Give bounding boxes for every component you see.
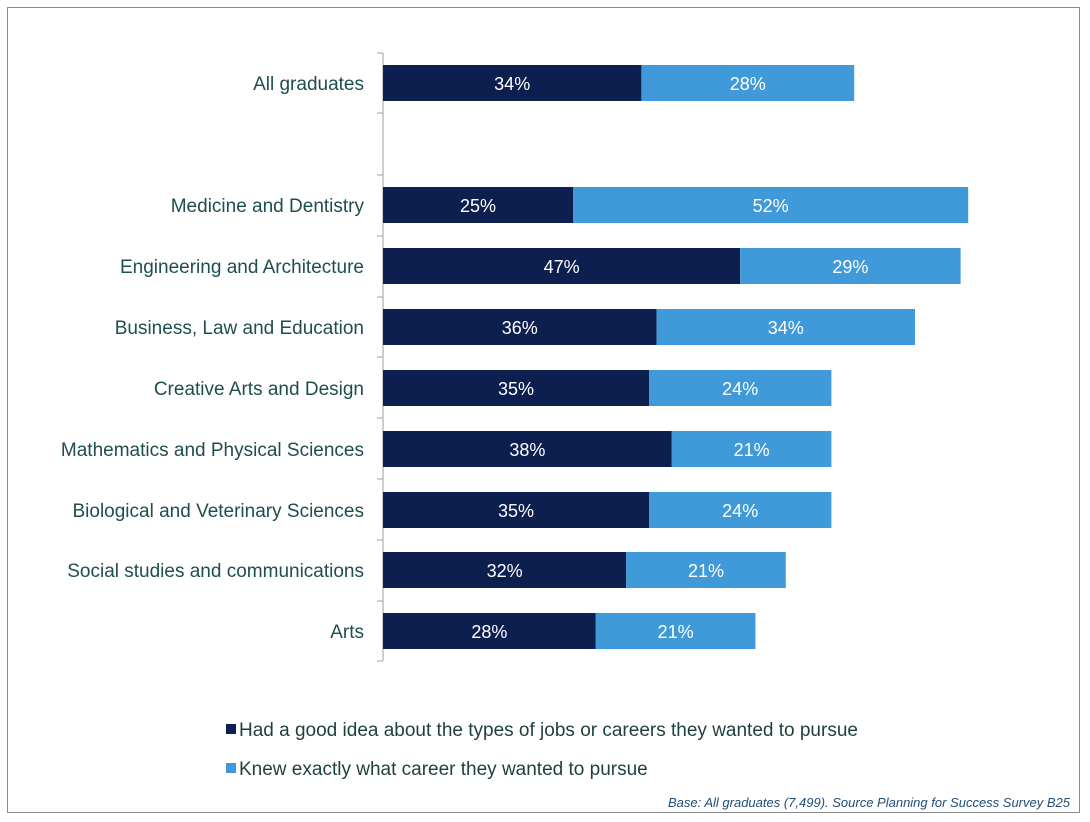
category-label: Creative Arts and Design: [154, 379, 364, 400]
bar-label-good-idea: 28%: [471, 622, 507, 642]
bar-good-idea: [383, 613, 596, 649]
bar-label-good-idea: 32%: [487, 561, 523, 581]
category-label: Business, Law and Education: [115, 318, 364, 339]
bar-knew-exactly: [656, 309, 915, 345]
bar-good-idea: [383, 370, 649, 406]
category-label: Social studies and communications: [67, 561, 364, 582]
bar-good-idea: [383, 248, 741, 284]
bar-label-knew-exactly: 34%: [768, 318, 804, 338]
bar-knew-exactly: [671, 431, 832, 467]
bar-label-good-idea: 47%: [544, 257, 580, 277]
bar-label-knew-exactly: 52%: [753, 196, 789, 216]
bar-knew-exactly: [649, 492, 832, 528]
bar-label-good-idea: 34%: [494, 74, 530, 94]
bar-label-knew-exactly: 21%: [658, 622, 694, 642]
bar-good-idea: [383, 309, 657, 345]
bar-good-idea: [383, 431, 672, 467]
bar-good-idea: [383, 552, 627, 588]
category-label: Biological and Veterinary Sciences: [72, 501, 364, 522]
category-label: Engineering and Architecture: [120, 257, 364, 278]
legend-swatch-good-idea: [226, 724, 236, 734]
bar-knew-exactly: [595, 613, 756, 649]
bar-knew-exactly: [649, 370, 832, 406]
bar-label-knew-exactly: 29%: [832, 257, 868, 277]
source-note: Base: All graduates (7,499). Source Plan…: [668, 795, 1071, 810]
bar-knew-exactly: [573, 187, 969, 223]
bar-label-knew-exactly: 24%: [722, 501, 758, 521]
bar-label-good-idea: 35%: [498, 379, 534, 399]
legend-label-knew-exactly: Knew exactly what career they wanted to …: [239, 759, 648, 780]
bar-knew-exactly: [626, 552, 786, 588]
bar-label-good-idea: 35%: [498, 501, 534, 521]
bar-good-idea: [383, 65, 642, 101]
bar-label-knew-exactly: 21%: [688, 561, 724, 581]
bar-label-good-idea: 25%: [460, 196, 496, 216]
category-label: Mathematics and Physical Sciences: [61, 440, 364, 461]
category-label: Medicine and Dentistry: [171, 196, 365, 217]
bar-label-knew-exactly: 21%: [734, 440, 770, 460]
bar-label-good-idea: 38%: [509, 440, 545, 460]
bar-knew-exactly: [740, 248, 961, 284]
category-label: All graduates: [253, 74, 364, 95]
category-label: Arts: [330, 622, 364, 643]
bar-knew-exactly: [641, 65, 855, 101]
bar-label-knew-exactly: 28%: [730, 74, 766, 94]
legend-label-good-idea: Had a good idea about the types of jobs …: [239, 720, 858, 741]
chart-frame: [7, 7, 1080, 813]
bar-good-idea: [383, 492, 649, 528]
bar-good-idea: [383, 187, 573, 223]
bar-label-good-idea: 36%: [502, 318, 538, 338]
bar-label-knew-exactly: 24%: [722, 379, 758, 399]
legend-swatch-knew-exactly: [226, 763, 236, 773]
